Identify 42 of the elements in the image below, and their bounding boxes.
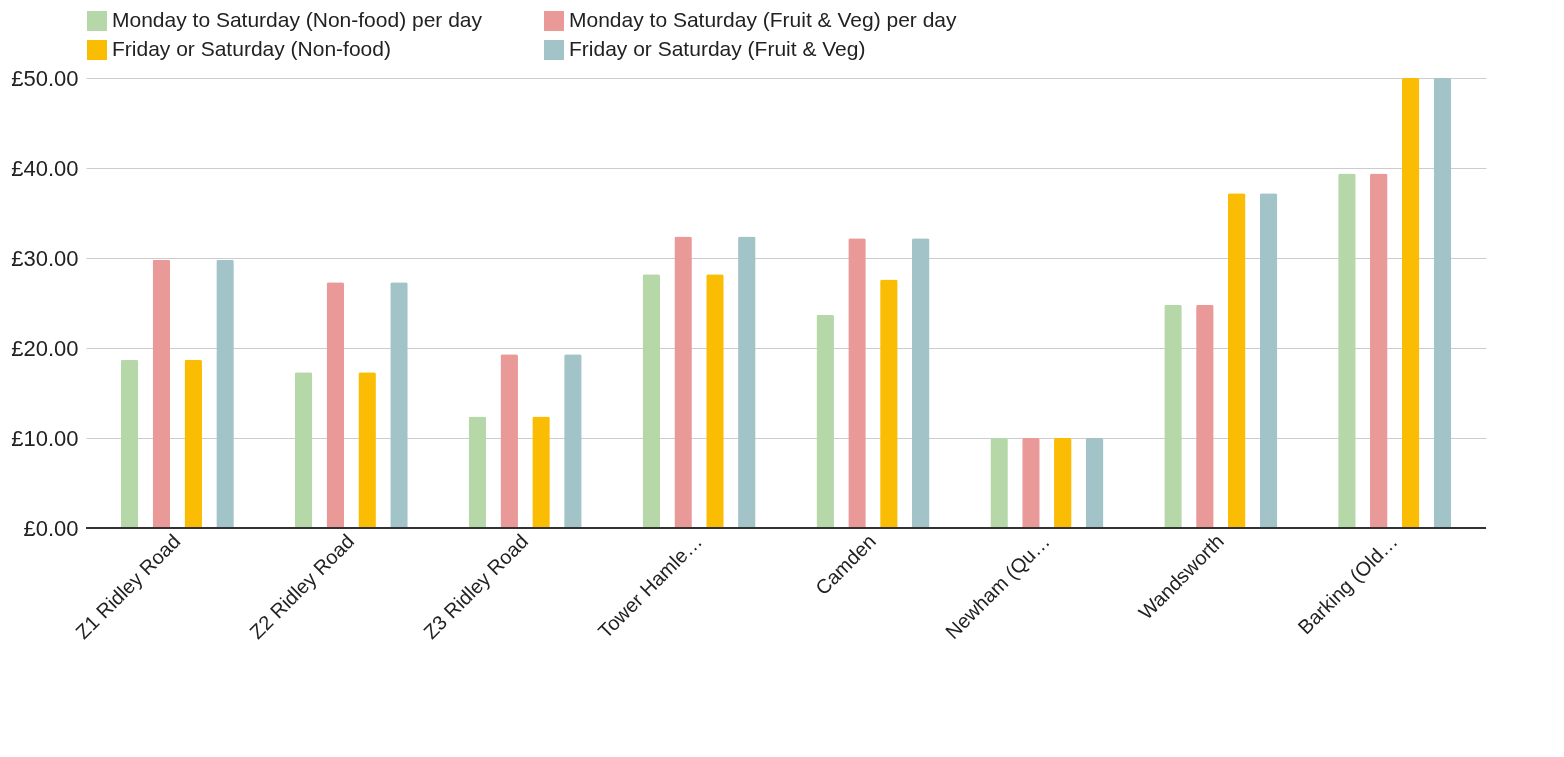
bar	[152, 259, 171, 528]
bar	[990, 438, 1008, 528]
bar	[1196, 304, 1214, 528]
legend-label: Friday or Saturday (Non-food)	[112, 37, 391, 60]
y-tick-label: £10.00	[11, 425, 79, 451]
bar	[738, 236, 756, 528]
bar	[216, 259, 234, 528]
bar	[120, 359, 139, 528]
legend-label: Friday or Saturday (Fruit & Veg)	[569, 37, 866, 60]
legend-label: Monday to Saturday (Non-food) per day	[112, 8, 483, 31]
bar	[1259, 193, 1278, 528]
bar	[1227, 193, 1246, 528]
y-tick-label: £0.00	[23, 515, 79, 541]
bar	[674, 236, 692, 528]
legend-label: Monday to Saturday (Fruit & Veg) per day	[569, 8, 958, 31]
bar	[532, 416, 550, 528]
y-tick-label: £50.00	[11, 65, 79, 91]
bar	[1338, 173, 1356, 528]
y-tick-label: £40.00	[11, 155, 79, 181]
bar	[500, 354, 518, 528]
bar	[1054, 438, 1072, 528]
bar	[1085, 438, 1104, 528]
bar	[911, 238, 930, 528]
bar	[848, 238, 866, 528]
bar	[642, 274, 661, 528]
bar	[1370, 173, 1388, 528]
bar	[1401, 78, 1420, 528]
bar	[564, 354, 582, 528]
bar	[468, 416, 487, 528]
bar	[1164, 304, 1182, 528]
bar	[816, 314, 834, 528]
bar	[706, 274, 724, 528]
bar	[294, 372, 313, 528]
bar	[1433, 78, 1452, 528]
bar	[390, 282, 408, 528]
bar	[1022, 438, 1040, 528]
bar	[184, 359, 202, 528]
bar	[326, 282, 345, 528]
bar	[358, 372, 376, 528]
y-tick-label: £20.00	[11, 335, 79, 361]
bar	[880, 279, 898, 528]
y-tick-label: £30.00	[11, 245, 79, 271]
